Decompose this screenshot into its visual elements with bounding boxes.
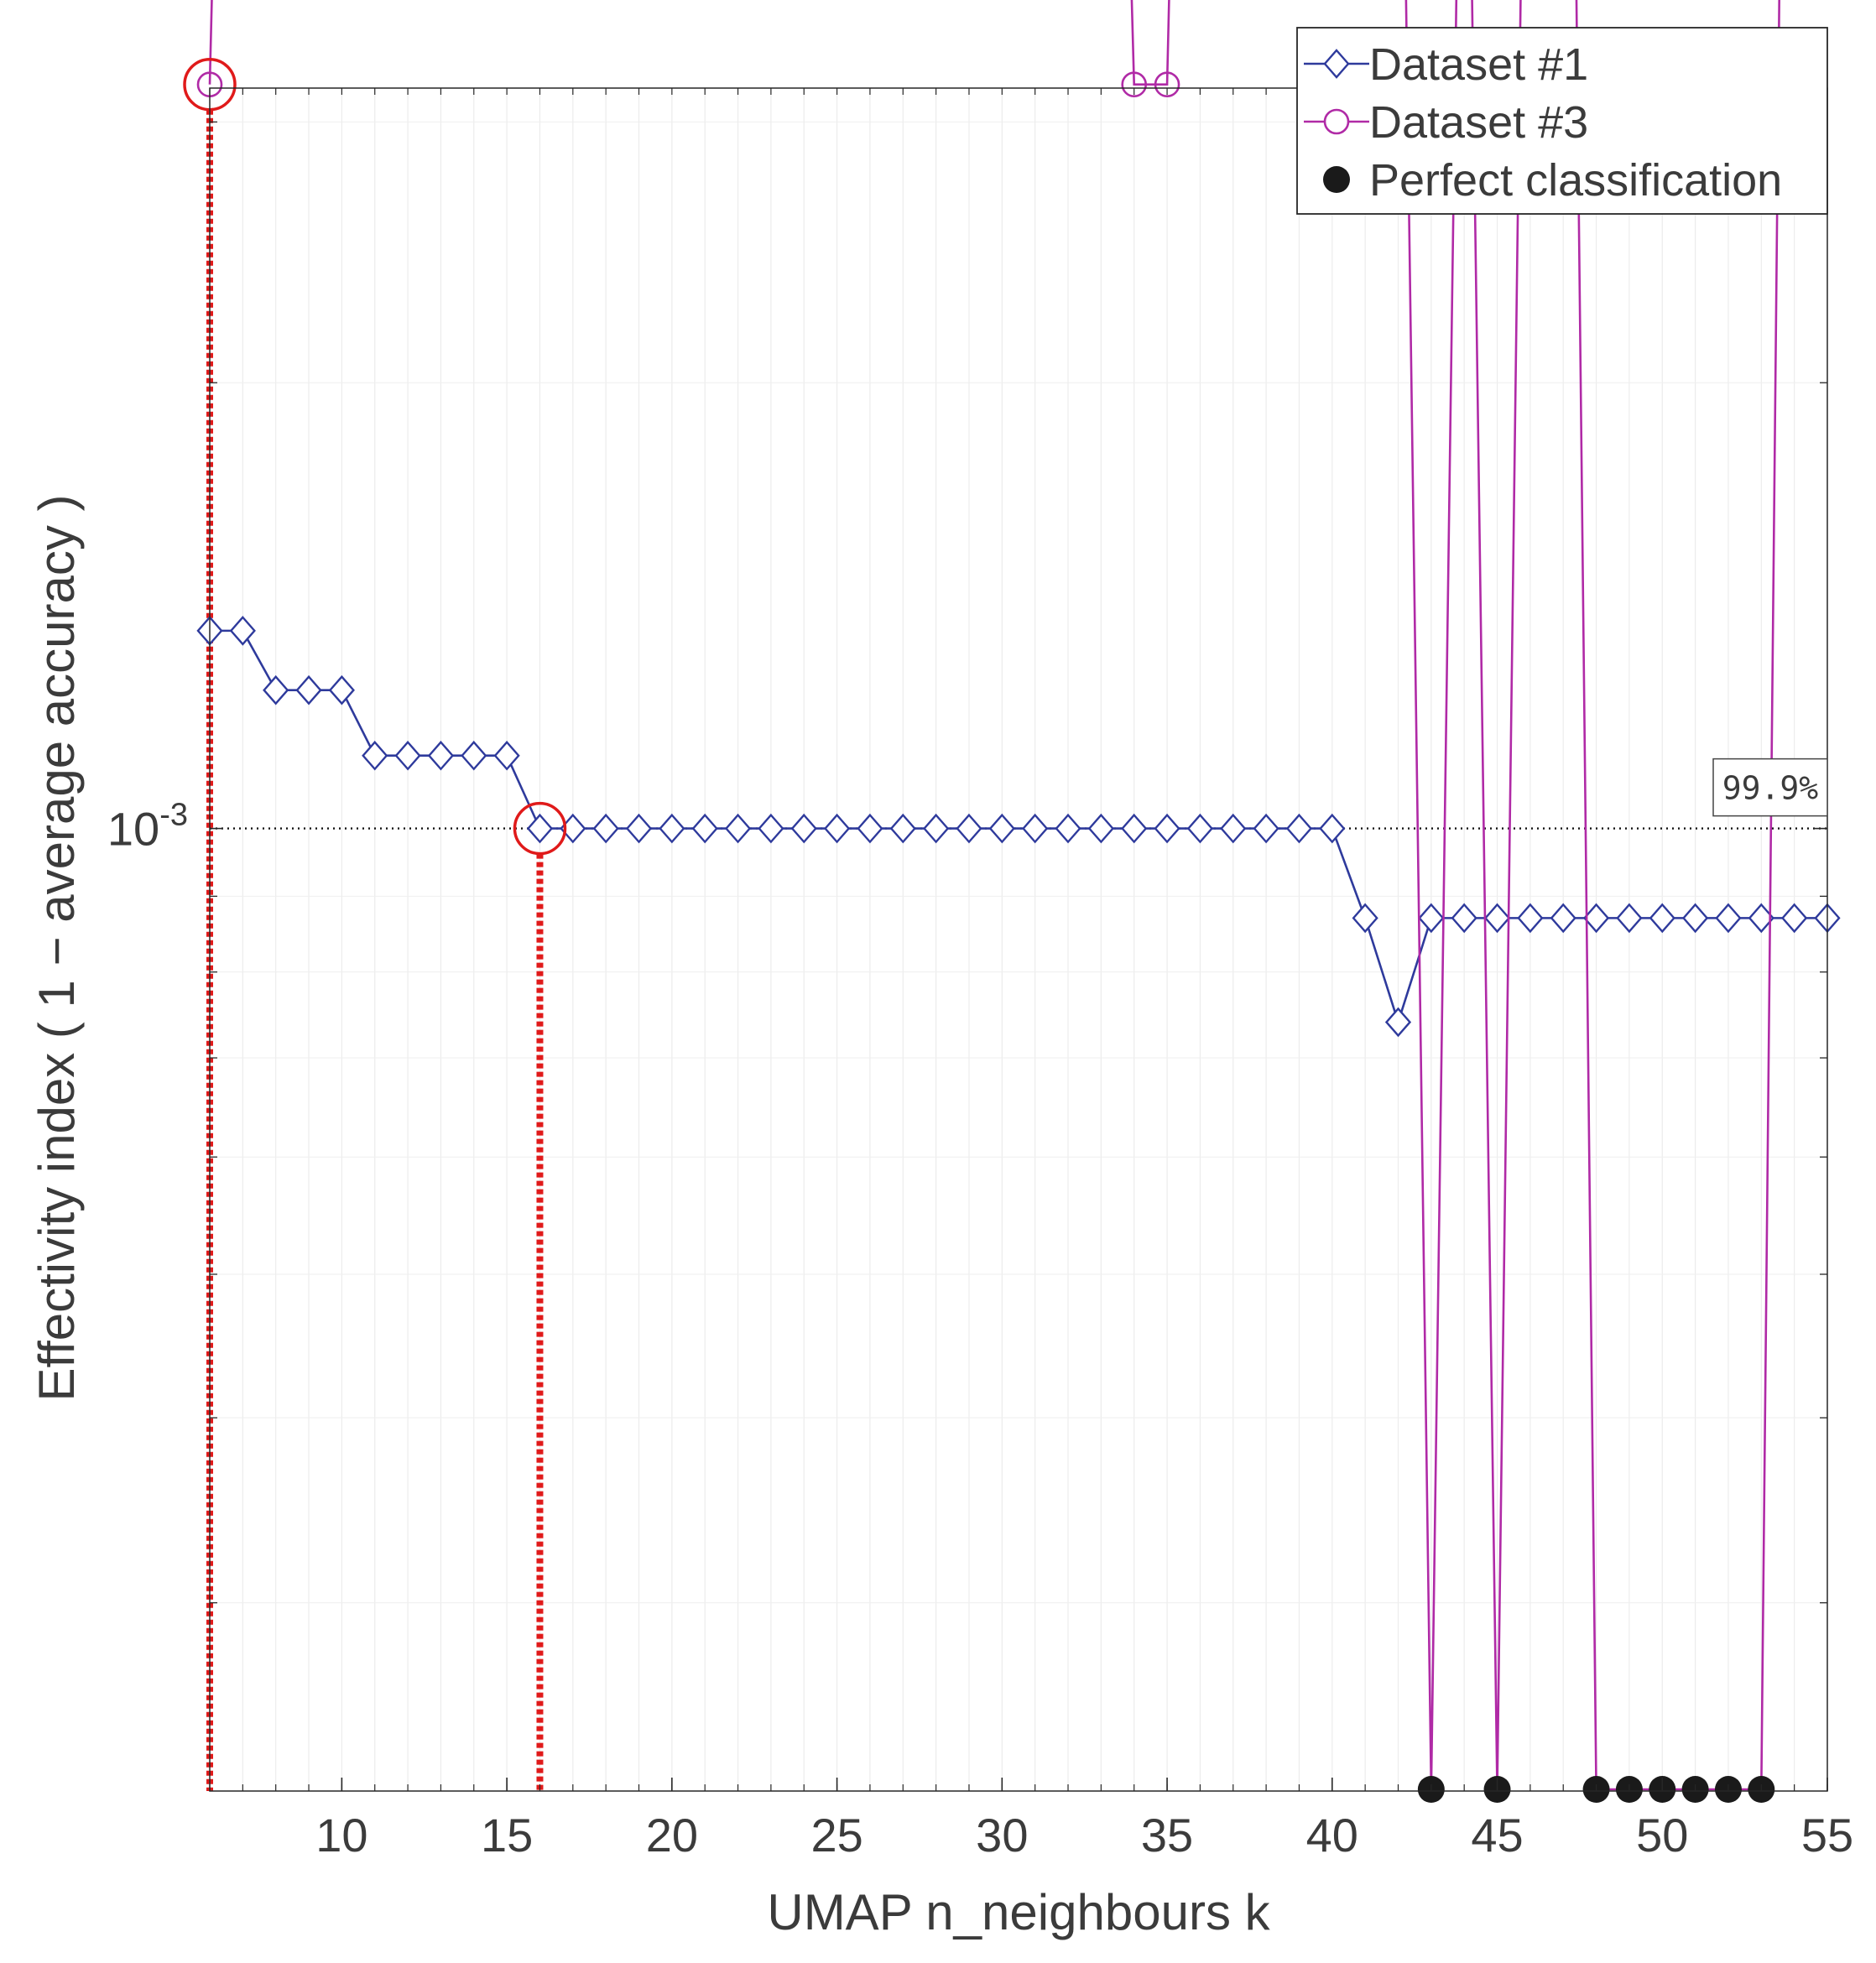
data-point-diamond [1384, 1007, 1412, 1038]
legend-marker-diamond [1323, 49, 1350, 79]
data-point-diamond [362, 740, 388, 771]
x-tick-label: 25 [810, 1809, 862, 1861]
data-point-diamond [857, 813, 883, 844]
legend-box [1296, 27, 1828, 215]
legend-entry: Dataset #3 [1304, 97, 1588, 148]
data-point-diamond [790, 813, 817, 844]
x-tick-label: 20 [646, 1809, 698, 1861]
legend-marker-filled-circle [1323, 166, 1350, 193]
x-tick-label: 40 [1306, 1809, 1358, 1861]
data-point-diamond [758, 813, 784, 844]
y-tick-label: 10-3 [107, 798, 188, 856]
legend-label: Dataset #3 [1369, 97, 1588, 148]
data-point-diamond [1285, 813, 1313, 844]
data-point-diamond [427, 740, 455, 771]
data-point-diamond [263, 674, 289, 706]
data-point-diamond [1253, 813, 1279, 844]
data-point-diamond [394, 740, 421, 771]
x-tick-label: 35 [1141, 1809, 1193, 1861]
grid [209, 88, 1828, 1791]
data-point-diamond [493, 740, 520, 771]
data-point-diamond [1649, 903, 1675, 934]
series-dataset-1 [196, 616, 1841, 1038]
data-point-diamond [823, 813, 851, 844]
data-point-diamond [592, 813, 619, 844]
data-point-diamond [1319, 813, 1346, 844]
data-point-diamond [1418, 903, 1445, 934]
data-point-diamond [1715, 903, 1742, 934]
data-point-diamond [625, 813, 653, 844]
x-tick-label: 15 [481, 1809, 533, 1861]
x-tick-label: 45 [1471, 1809, 1523, 1861]
data-point-diamond [1451, 903, 1477, 934]
data-point-diamond [328, 674, 355, 706]
data-point-diamond [923, 813, 950, 844]
data-point-diamond [1055, 813, 1081, 844]
legend: Dataset #1 Dataset #3 Perfect classificati… [1296, 27, 1828, 215]
data-point-diamond [1550, 903, 1576, 934]
data-point-diamond [724, 813, 752, 844]
data-point-diamond [1154, 813, 1180, 844]
data-point-diamond [1781, 903, 1808, 934]
data-point-diamond [1087, 813, 1114, 844]
data-point-diamond [1616, 903, 1643, 934]
data-point-diamond [659, 813, 685, 844]
data-point-diamond [1483, 903, 1511, 934]
legend-entry: Perfect classification [1323, 155, 1782, 206]
plot-area [210, 88, 1827, 1791]
reference-label-box [1712, 758, 1828, 817]
data-point-diamond [691, 813, 718, 844]
data-point-diamond [526, 813, 554, 844]
data-point-diamond [988, 813, 1015, 844]
reference-labels: 99%99.5%99.9% [1712, 758, 1828, 817]
legend-entry: Dataset #1 [1304, 39, 1588, 90]
data-point-diamond [1582, 903, 1610, 934]
data-point-diamond [295, 674, 322, 706]
x-tick-label: 30 [976, 1809, 1028, 1861]
data-point-diamond [229, 616, 256, 646]
data-point-diamond [1517, 903, 1544, 934]
axes-box [209, 87, 1828, 1792]
x-tick-label: 55 [1801, 1809, 1853, 1861]
data-point-diamond [461, 740, 487, 771]
data-point-diamond [1121, 813, 1148, 844]
data-point-diamond [889, 813, 916, 844]
data-point-diamond [1186, 813, 1214, 844]
y-axis-label: Effectivity index ( 1 − average accuracy… [29, 494, 85, 1401]
legend-marker-circle [1323, 108, 1350, 135]
data-point-diamond [1682, 903, 1709, 934]
data-point-diamond [1220, 813, 1247, 844]
data-point-diamond [956, 813, 982, 844]
legend-label: Perfect classification [1369, 155, 1782, 206]
x-axis-label: UMAP n_neighbours k [767, 1884, 1270, 1940]
data-point-circle [1154, 71, 1180, 98]
reference-label: 99.9% [1722, 770, 1819, 807]
series-group [183, 0, 1841, 1803]
highlight-circle [513, 801, 567, 856]
data-point-circle [1121, 71, 1148, 98]
x-tick-label: 10 [315, 1809, 367, 1861]
x-tick-label: 50 [1636, 1809, 1688, 1861]
data-point-diamond [1352, 903, 1378, 934]
data-point-diamond [1022, 813, 1049, 844]
legend-label: Dataset #1 [1369, 39, 1588, 90]
